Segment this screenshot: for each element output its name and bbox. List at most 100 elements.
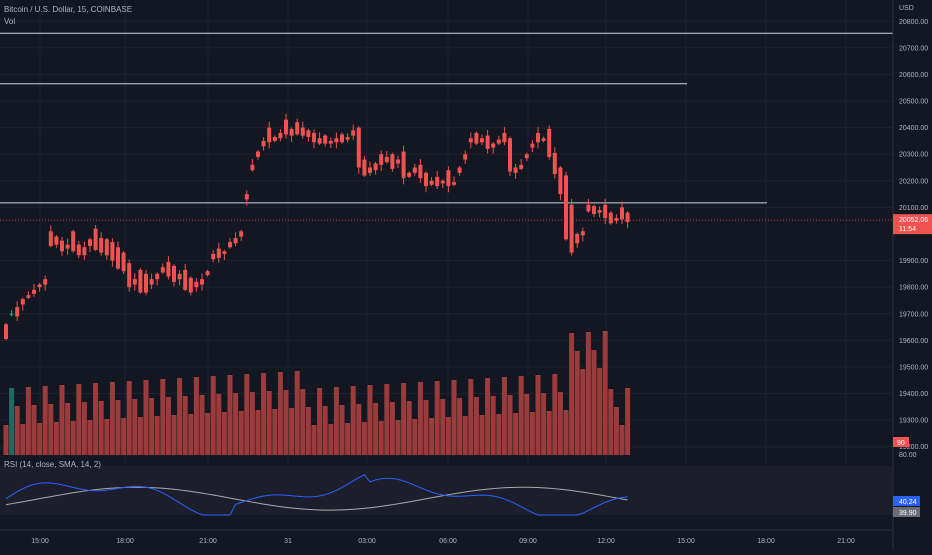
volume-indicator-label[interactable]: Vol (4, 17, 16, 26)
price-tick-label: 19800.00 (899, 285, 928, 292)
volume-bar (137, 417, 143, 455)
price-axis[interactable]: 20800.00 20700.00 20600.00 20500.00 20400.00… (892, 0, 932, 550)
volume-bar (244, 374, 250, 455)
volume-bar (597, 368, 603, 455)
time-tick-label: 21:00 (199, 538, 217, 545)
rsi-pane (0, 466, 893, 516)
candle-body (480, 138, 484, 143)
volume-bar (221, 412, 227, 455)
candle-body (368, 167, 372, 173)
volume-bar (518, 376, 524, 455)
volume-tag (893, 437, 909, 447)
candle-body (312, 132, 316, 143)
volume-bar (535, 375, 541, 455)
volume-bar (31, 405, 37, 455)
volume-bar (406, 401, 412, 455)
candle-body (541, 138, 546, 141)
volume-bar (249, 392, 255, 455)
candle-body (334, 138, 339, 143)
candle-body (603, 204, 608, 219)
rsi-value-tag (893, 496, 920, 506)
candle-body (384, 156, 389, 163)
volume-bar (193, 377, 199, 455)
candle-body (452, 182, 456, 185)
volume-bar (574, 351, 580, 455)
time-tick-label: 12:00 (597, 538, 615, 545)
price-tick-label: 20500.00 (899, 99, 928, 106)
candle-body (586, 204, 591, 212)
volume-bar (479, 415, 485, 455)
volume-bar (311, 425, 317, 455)
candle-body (250, 164, 255, 171)
volume-bar (625, 388, 631, 455)
volume-bar (367, 385, 373, 455)
candle-body (530, 143, 535, 148)
volume-bar (272, 409, 278, 455)
time-tick-label: 15:00 (677, 538, 695, 545)
candle-body (558, 167, 563, 195)
candle-body (446, 170, 451, 187)
candle-body (256, 151, 260, 157)
volume-bar (451, 380, 457, 455)
candle-body (48, 231, 53, 246)
candle-body (502, 132, 507, 143)
volume-bar (580, 369, 586, 455)
last-price-tag (893, 214, 932, 235)
volume-bar (115, 400, 121, 455)
candle-body (295, 122, 300, 135)
candle-body (580, 231, 585, 236)
volume-bar (3, 425, 9, 455)
volume-bar (199, 395, 205, 455)
volume-bar (373, 403, 379, 455)
price-tick-label: 20200.00 (899, 178, 928, 185)
price-tick-label: 19500.00 (899, 364, 928, 371)
candle-body (440, 180, 445, 184)
volume-bar (261, 373, 267, 455)
candle-body (160, 267, 165, 273)
countdown-timer: 11:54 (899, 226, 916, 233)
candle-body (149, 279, 154, 285)
candle-body (278, 132, 283, 139)
volume-bar (48, 404, 54, 455)
volume-bar (121, 418, 127, 455)
rsi-indicator-label[interactable]: RSI (14, close, SMA, 14, 2) (4, 460, 101, 469)
volume-bar (378, 421, 384, 455)
price-tick-label: 19900.00 (899, 258, 928, 265)
candle-body (569, 204, 574, 253)
symbol-title: Bitcoin / U.S. Dollar, 15, COINBASE (4, 5, 133, 14)
candle-body (121, 252, 126, 272)
time-axis[interactable]: 15:00 18:00 21:00 31 03:00 06:00 09:00 12:00 15:… (0, 529, 893, 545)
candle-body (418, 164, 423, 179)
candle-body (625, 212, 630, 223)
volume-bar (485, 378, 491, 455)
candle-body (54, 236, 59, 245)
candle-body (88, 239, 92, 246)
time-tick-label: 06:00 (439, 538, 457, 545)
candle-body (524, 154, 529, 159)
volume-bar (328, 424, 334, 455)
volume-bar (289, 408, 295, 455)
volume-bar (384, 384, 390, 455)
rsi-tick-label: 80.00 (899, 452, 917, 459)
candle-body (597, 210, 602, 213)
volume-bar (395, 420, 401, 455)
candle-body (491, 143, 496, 148)
candlesticks (4, 113, 630, 341)
last-price-value: 20052.06 (899, 217, 928, 224)
volume-bar (238, 411, 244, 455)
volume-bar (457, 398, 463, 455)
candle-body (317, 138, 322, 144)
candle-body (474, 132, 479, 144)
candle-body (468, 138, 473, 143)
candle-body (228, 241, 232, 248)
volume-bar (25, 387, 31, 455)
candle-body (267, 127, 272, 143)
candle-body (284, 119, 288, 135)
volume-bar (177, 378, 183, 455)
volume-bar (59, 385, 65, 455)
volume-tag-value: 90 (897, 440, 905, 447)
volume-bar (210, 376, 216, 455)
candle-body (15, 307, 20, 317)
